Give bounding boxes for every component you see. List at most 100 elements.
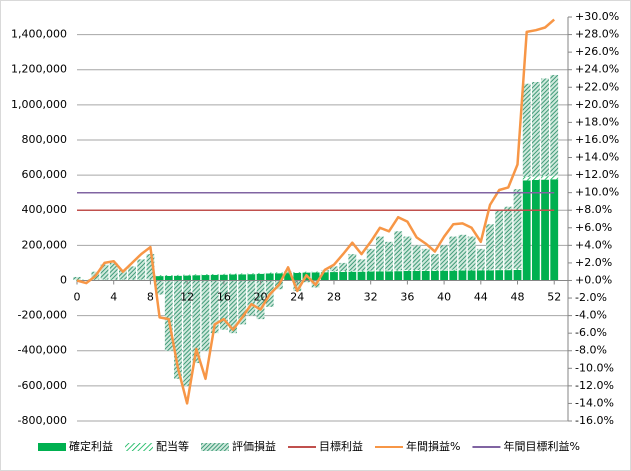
bar <box>467 236 476 270</box>
bar <box>256 272 265 274</box>
bar <box>375 271 384 281</box>
bar <box>522 83 531 177</box>
bar <box>449 269 458 271</box>
legend-item: 目標利益 <box>288 439 363 453</box>
y2-tick-label: -6.0% <box>575 326 607 339</box>
bar <box>440 245 449 270</box>
bar <box>229 273 237 275</box>
legend-label: 目標利益 <box>319 439 363 453</box>
bar <box>192 274 201 276</box>
bar <box>330 271 338 273</box>
bar <box>357 270 366 272</box>
bar <box>366 270 375 272</box>
bar <box>155 275 164 277</box>
bar <box>210 280 219 334</box>
y-tick-label: 1,200,000 <box>11 63 67 76</box>
bar <box>394 270 403 272</box>
legend-swatch <box>125 443 153 451</box>
bar <box>330 272 338 281</box>
bar <box>385 271 393 281</box>
bar <box>504 206 513 270</box>
bar <box>109 262 118 280</box>
y2-tick-label: +14.0% <box>575 151 619 164</box>
legend-label: 評価損益 <box>232 439 276 453</box>
bar <box>458 270 467 281</box>
bar <box>522 180 531 281</box>
y2-tick-label: +6.0% <box>575 221 612 234</box>
legend-item: 年間目標利益% <box>472 439 580 453</box>
bar <box>495 270 504 281</box>
bar <box>449 270 458 281</box>
bar <box>275 273 283 281</box>
x-tick-label: 32 <box>364 290 378 303</box>
bar <box>229 274 237 281</box>
y2-tick-label: +2.0% <box>575 256 612 269</box>
bar <box>238 273 247 275</box>
bar <box>128 266 136 280</box>
x-tick-label: 12 <box>180 290 194 303</box>
bar <box>486 269 494 271</box>
bar <box>403 270 412 281</box>
legend-item: 年間損益% <box>375 439 460 453</box>
bar <box>440 270 449 281</box>
bar <box>201 274 210 276</box>
y2-tick-label: +12.0% <box>575 168 619 181</box>
bar <box>164 275 173 276</box>
y2-tick-label: +4.0% <box>575 238 612 251</box>
bar <box>73 276 81 280</box>
legend-label: 年間損益% <box>406 439 460 453</box>
bar <box>486 224 494 270</box>
x-tick-label: 44 <box>474 290 488 303</box>
bar <box>550 179 559 281</box>
bar <box>449 236 458 270</box>
y2-tick-label: -14.0% <box>575 396 614 409</box>
y2-tick-label: -2.0% <box>575 291 607 304</box>
bar <box>504 269 513 271</box>
bar <box>293 280 302 292</box>
x-tick-label: 20 <box>254 290 268 303</box>
y-tick-label: 600,000 <box>22 168 68 181</box>
y-tick-label: 0 <box>60 273 67 286</box>
bar <box>458 269 467 271</box>
bar <box>531 180 540 281</box>
bar <box>247 280 256 316</box>
bar <box>394 271 403 281</box>
x-tick-label: 36 <box>400 290 414 303</box>
y-tick-label: 1,000,000 <box>11 98 67 111</box>
bar <box>311 271 320 273</box>
bar <box>302 271 311 273</box>
bar <box>550 74 559 176</box>
bar <box>421 248 430 270</box>
line-series <box>76 18 556 405</box>
bar <box>541 179 549 281</box>
bar <box>431 270 439 281</box>
y2-tick-label: +20.0% <box>575 98 619 111</box>
bar <box>164 280 173 351</box>
bar <box>348 270 357 272</box>
bar <box>357 259 366 271</box>
y-tick-label: 400,000 <box>22 203 68 216</box>
bar <box>155 280 164 295</box>
y2-tick-label: -10.0% <box>575 361 614 374</box>
bar <box>265 273 274 281</box>
bar <box>164 275 173 281</box>
bar <box>183 280 192 386</box>
bar <box>394 231 403 271</box>
y2-tick-label: +30.0% <box>575 10 619 23</box>
bar <box>311 272 320 281</box>
bar <box>339 270 348 272</box>
bar <box>293 272 302 281</box>
y2-tick-label: +10.0% <box>575 186 619 199</box>
bar <box>100 264 109 280</box>
bar <box>256 273 265 281</box>
bar <box>330 266 338 272</box>
bar <box>219 280 228 330</box>
bar <box>201 275 210 281</box>
bar <box>412 245 421 271</box>
bar <box>412 270 421 281</box>
bar <box>476 248 485 270</box>
bar <box>375 270 384 272</box>
bar <box>513 269 522 270</box>
bar <box>541 78 549 177</box>
bar <box>495 269 504 271</box>
